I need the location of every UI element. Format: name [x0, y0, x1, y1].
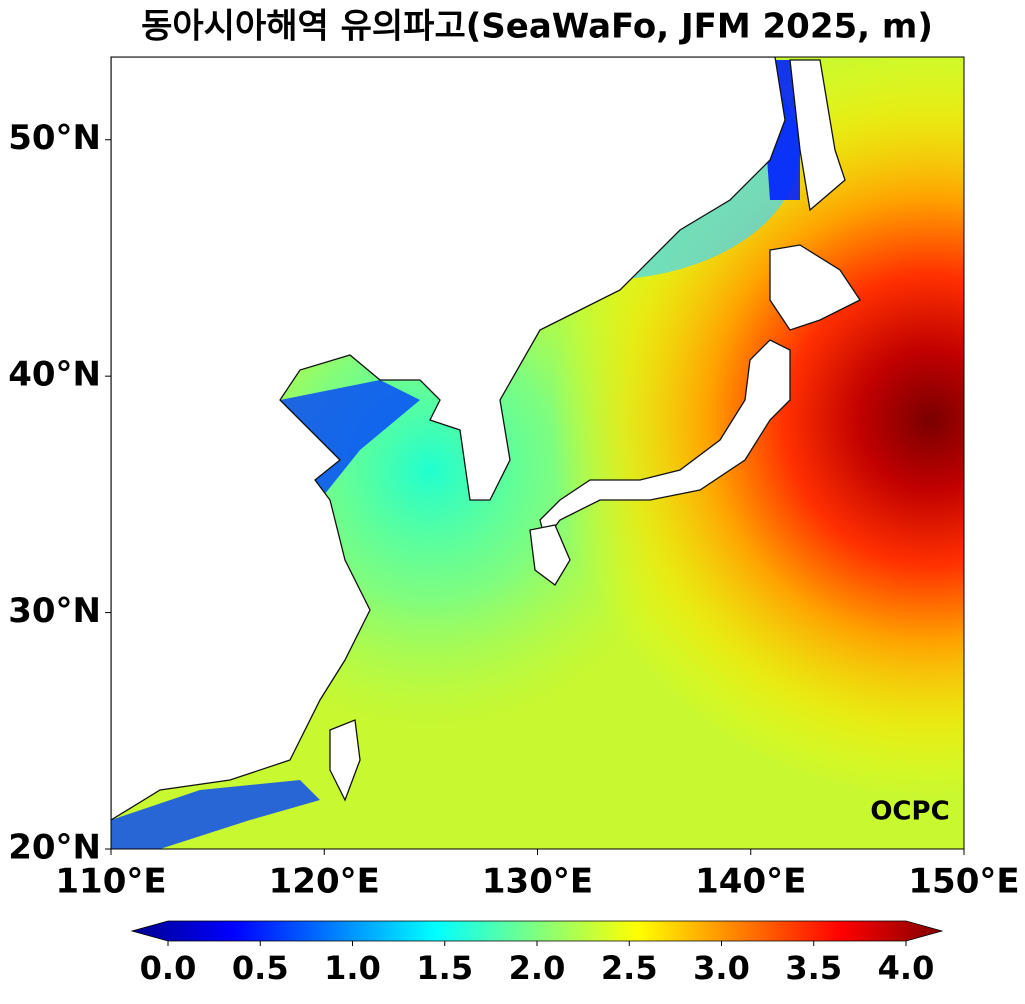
colorbar-tick-label: 0.5 [232, 949, 289, 987]
logo: OCPC [870, 797, 949, 827]
y-tick-label: 40°N [8, 355, 101, 395]
wave-field [111, 57, 964, 849]
y-tick-label: 30°N [8, 591, 101, 631]
x-tick-label: 150°E [908, 862, 1019, 902]
colorbar-tick-label: 3.5 [785, 949, 842, 987]
colorbar-tick-label: 2.5 [601, 949, 658, 987]
colorbar [130, 920, 944, 942]
y-tick-label: 50°N [8, 118, 101, 158]
colorbar-tick-label: 0.0 [140, 949, 197, 987]
x-tick-label: 140°E [695, 862, 806, 902]
chart-title: 동아시아해역 유의파고(SeaWaFo, JFM 2025, m) [141, 7, 933, 47]
x-tick-label: 130°E [482, 862, 593, 902]
x-tick-label: 120°E [269, 862, 380, 902]
colorbar-tick-label: 2.0 [509, 949, 566, 987]
colorbar-tick-label: 3.0 [693, 949, 750, 987]
colorbar-tick-label: 1.0 [324, 949, 381, 987]
colorbar-tick-label: 4.0 [878, 949, 935, 987]
colorbar-tick-label: 1.5 [416, 949, 473, 987]
x-tick-label: 110°E [55, 862, 166, 902]
y-tick-label: 20°N [8, 828, 101, 868]
